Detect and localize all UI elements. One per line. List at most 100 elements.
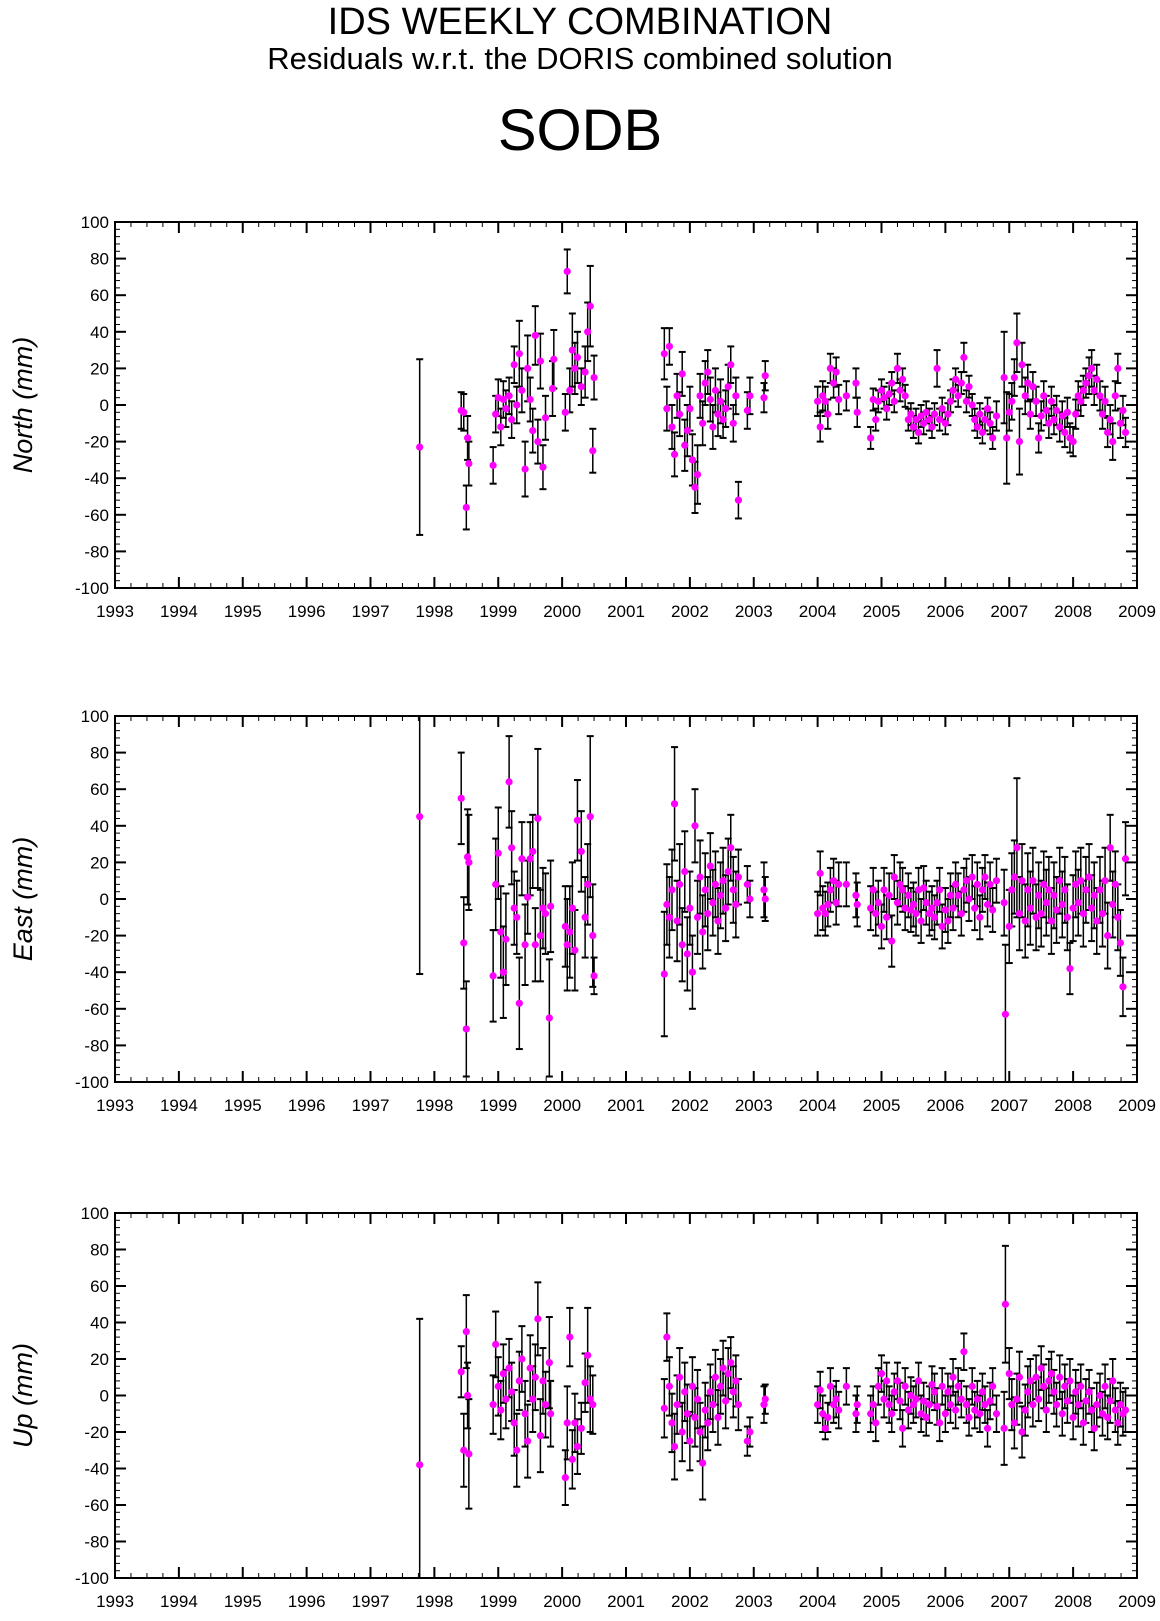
data-point (1063, 408, 1071, 416)
data-point (872, 416, 880, 424)
data-point (1000, 899, 1008, 907)
data-point (545, 1359, 553, 1367)
data-point (497, 928, 505, 936)
data-point (660, 970, 668, 978)
data-point (814, 910, 822, 918)
data-point (699, 1459, 707, 1467)
data-point (1119, 983, 1127, 991)
data-point (904, 416, 912, 424)
data-point (513, 401, 521, 409)
data-point (877, 1370, 886, 1378)
y-tick-label: 40 (90, 817, 109, 836)
data-point (1109, 1377, 1117, 1385)
data-point (1082, 1397, 1090, 1405)
data-point (563, 267, 571, 276)
data-point (719, 416, 727, 424)
y-tick-label: -60 (84, 1000, 109, 1019)
data-point (681, 867, 689, 876)
data-point (890, 1388, 898, 1396)
data-point (877, 386, 886, 394)
data-point (1063, 913, 1071, 921)
data-point (883, 913, 891, 921)
data-point (663, 1333, 671, 1341)
y-tick-label: -60 (84, 1496, 109, 1515)
data-point (1101, 397, 1109, 405)
data-point (1024, 886, 1032, 894)
data-point (492, 880, 500, 888)
data-point (1040, 392, 1048, 400)
data-point (896, 1397, 904, 1405)
data-point (416, 813, 424, 821)
data-point (727, 1359, 735, 1367)
data-point (874, 899, 882, 907)
data-point (1010, 873, 1018, 881)
data-point (1093, 917, 1101, 925)
data-point (573, 816, 582, 824)
data-point (890, 397, 898, 405)
x-tick-label: 1999 (479, 602, 517, 621)
data-point (521, 465, 529, 473)
y-tick-label: -100 (75, 1569, 109, 1588)
data-point (1052, 406, 1061, 415)
up-panel: -100 -80 -60 -40 -20 0 20 40 60 80 100 1993 1994 1995… (8, 1204, 1156, 1611)
data-point (880, 394, 888, 402)
data-point (678, 1428, 686, 1436)
data-point (489, 461, 497, 469)
data-point (590, 972, 598, 980)
data-point (1008, 1401, 1016, 1409)
data-point (1000, 373, 1008, 382)
data-point (518, 855, 526, 863)
data-point (1000, 1424, 1008, 1432)
data-point (761, 1395, 769, 1403)
data-point (589, 447, 597, 455)
data-point (992, 1410, 1001, 1418)
north-error-bars (416, 248, 1130, 536)
data-point (949, 904, 957, 912)
data-point (711, 386, 720, 394)
data-point (936, 886, 944, 894)
data-point (1111, 1406, 1119, 1414)
data-point (1069, 904, 1077, 912)
data-point (971, 904, 979, 912)
data-point (941, 906, 949, 914)
data-point (936, 1419, 944, 1427)
data-point (1082, 379, 1090, 387)
data-point (960, 886, 968, 894)
data-point (922, 899, 930, 907)
data-point (515, 350, 523, 358)
data-point (1066, 1377, 1074, 1385)
east-error-bars (416, 716, 1130, 1082)
x-tick-label: 2008 (1054, 602, 1092, 621)
data-point (526, 855, 534, 863)
data-point (930, 1388, 939, 1396)
data-point (701, 379, 709, 387)
data-point (1082, 886, 1090, 894)
data-point (1121, 1406, 1130, 1414)
y-tick-label: 40 (90, 1314, 109, 1333)
data-point (571, 1419, 579, 1427)
data-point (589, 932, 597, 940)
data-point (531, 331, 539, 340)
x-tick-label: 2003 (735, 1592, 773, 1611)
data-point (691, 483, 699, 491)
data-point (835, 1406, 843, 1414)
data-point (729, 1388, 737, 1396)
data-point (957, 1395, 965, 1403)
data-point (724, 867, 732, 876)
data-point (709, 423, 717, 431)
data-point (909, 900, 918, 909)
data-point (983, 900, 992, 909)
data-point (505, 778, 513, 786)
data-point (1085, 873, 1093, 881)
data-point (992, 412, 1001, 420)
data-point (1072, 1388, 1080, 1396)
y-tick-label: 20 (90, 853, 109, 872)
data-point (907, 410, 915, 418)
data-point (1042, 1406, 1050, 1414)
data-point (941, 419, 949, 427)
data-point (821, 397, 829, 405)
x-tick-label: 2001 (607, 1592, 645, 1611)
data-point (584, 880, 592, 888)
data-point (545, 1014, 553, 1022)
y-tick-label: 20 (90, 359, 109, 378)
